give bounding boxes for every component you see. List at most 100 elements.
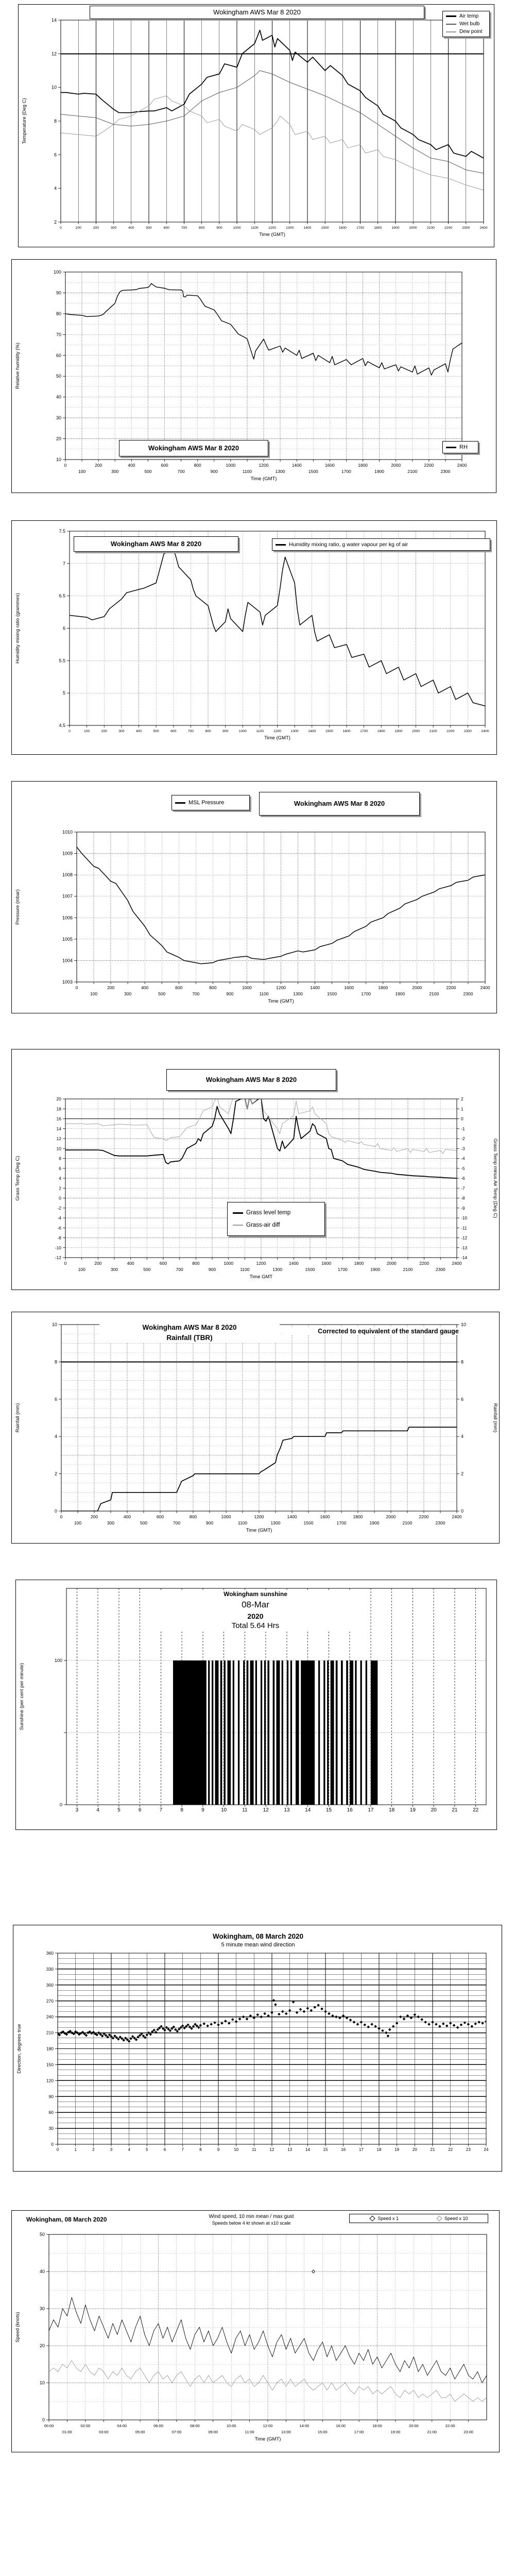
legend-item: MSL Pressure xyxy=(172,799,249,807)
svg-text:19: 19 xyxy=(410,1807,416,1813)
svg-text:2000: 2000 xyxy=(387,1261,397,1266)
chart-title: Wokingham AWS Mar 8 2020 xyxy=(205,1076,297,1083)
svg-text:17: 17 xyxy=(368,1807,374,1813)
wind-direction-chart-canvas: 0 1 2 3 4 5 6 7 8 9 10 11 12 13 14 15 16 17 18 19 20 21 22 23 24… xyxy=(16,1951,489,2152)
svg-text:1000: 1000 xyxy=(224,1261,233,1266)
svg-text:10: 10 xyxy=(52,85,57,90)
svg-text:12:00: 12:00 xyxy=(263,2424,273,2428)
svg-text:-2: -2 xyxy=(57,1206,61,1211)
svg-text:2: 2 xyxy=(59,1185,61,1191)
svg-text:4: 4 xyxy=(128,2147,130,2152)
legend-label: MSL Pressure xyxy=(188,800,225,806)
legend-label: Grass-air diff xyxy=(246,1222,280,1228)
svg-text:1600: 1600 xyxy=(325,463,335,468)
svg-text:300: 300 xyxy=(111,1267,118,1272)
svg-text:7: 7 xyxy=(160,1807,163,1813)
grass-temp-chart-panel: 0 100 200 300 400 500 600 700 800 900 1000 1100 1200… xyxy=(11,1049,500,1290)
svg-text:8: 8 xyxy=(199,2147,202,2152)
chart-note-block: Wind speed, 10 min mean / max gust Speed… xyxy=(164,2214,339,2226)
svg-text:1600: 1600 xyxy=(344,985,354,990)
chart-title: Wokingham AWS Mar 8 2020 xyxy=(213,8,301,16)
svg-text:1200: 1200 xyxy=(256,1261,266,1266)
svg-text:2300: 2300 xyxy=(436,1520,445,1526)
svg-text:17:00: 17:00 xyxy=(354,2430,364,2434)
svg-text:330: 330 xyxy=(46,1967,54,1972)
svg-text:0: 0 xyxy=(60,226,62,230)
svg-text:Sunshine (per cent per minute): Sunshine (per cent per minute) xyxy=(19,1663,25,1730)
svg-text:1700: 1700 xyxy=(356,226,364,230)
svg-text:800: 800 xyxy=(190,1514,197,1519)
sunshine-total: Total 5.64 Hrs xyxy=(231,1621,280,1630)
svg-text:0: 0 xyxy=(42,2417,45,2422)
svg-text:14:00: 14:00 xyxy=(299,2424,309,2428)
svg-text:1100: 1100 xyxy=(251,226,259,230)
dew-point-line-swatch xyxy=(446,31,456,32)
svg-text:23: 23 xyxy=(466,2147,471,2152)
svg-text:300: 300 xyxy=(118,730,125,733)
svg-text:02:00: 02:00 xyxy=(80,2424,90,2428)
svg-text:18: 18 xyxy=(377,2147,382,2152)
chart-title-block: Wokingham AWS Mar 8 2020 Rainfall (TBR) xyxy=(99,1323,280,1343)
svg-text:700: 700 xyxy=(177,469,184,474)
svg-text:19:00: 19:00 xyxy=(391,2430,401,2434)
svg-text:10: 10 xyxy=(52,1322,57,1327)
svg-text:1800: 1800 xyxy=(353,1514,363,1519)
svg-text:10:00: 10:00 xyxy=(227,2424,236,2428)
svg-text:60: 60 xyxy=(49,2110,54,2115)
legend-item: Dew point xyxy=(443,28,489,36)
svg-text:2000: 2000 xyxy=(412,730,420,733)
svg-text:100: 100 xyxy=(90,991,97,996)
svg-text:-10: -10 xyxy=(55,1245,62,1250)
svg-text:2200: 2200 xyxy=(447,730,454,733)
series-wet-bulb xyxy=(61,70,484,174)
svg-text:900: 900 xyxy=(206,1520,213,1526)
svg-text:-11: -11 xyxy=(461,1225,467,1230)
svg-text:0: 0 xyxy=(461,1116,464,1122)
svg-text:1600: 1600 xyxy=(342,730,350,733)
svg-text:1500: 1500 xyxy=(305,1267,315,1272)
svg-text:12: 12 xyxy=(270,2147,274,2152)
svg-text:5: 5 xyxy=(63,690,65,696)
svg-text:700: 700 xyxy=(192,991,199,996)
svg-text:50: 50 xyxy=(40,2232,45,2237)
svg-text:4: 4 xyxy=(59,1176,61,1181)
rh-line-swatch xyxy=(446,446,456,448)
svg-text:1700: 1700 xyxy=(361,991,371,996)
svg-text:600: 600 xyxy=(164,226,170,230)
svg-text:16: 16 xyxy=(341,2147,346,2152)
svg-text:14: 14 xyxy=(305,1807,311,1813)
mixing-ratio-chart-panel: 0 100 200 300 400 500 600 700 800 900 1000 1100 1200… xyxy=(11,520,497,755)
svg-text:1100: 1100 xyxy=(243,469,252,474)
svg-text:2000: 2000 xyxy=(386,1514,396,1519)
svg-text:500: 500 xyxy=(146,226,152,230)
series-dew-point xyxy=(61,95,484,191)
svg-text:10: 10 xyxy=(57,1146,62,1151)
svg-text:100: 100 xyxy=(55,1658,62,1663)
svg-text:8: 8 xyxy=(54,118,57,124)
svg-text:20: 20 xyxy=(413,2147,417,2152)
legend-item: Grass level temp xyxy=(228,1207,324,1219)
svg-text:6: 6 xyxy=(63,626,65,631)
svg-text:1500: 1500 xyxy=(325,730,333,733)
svg-text:900: 900 xyxy=(211,469,218,474)
wind-speed-chart-panel: 00:00 01:00 02:00 03:00 04:00 05:00 06:00 07:00… xyxy=(11,2210,500,2452)
svg-text:Direction, degrees true: Direction, degrees true xyxy=(16,2024,22,2073)
svg-text:800: 800 xyxy=(194,463,201,468)
svg-text:-5: -5 xyxy=(461,1166,465,1171)
svg-text:30: 30 xyxy=(56,415,61,420)
svg-text:2100: 2100 xyxy=(407,469,417,474)
svg-text:12: 12 xyxy=(52,51,57,56)
svg-text:10: 10 xyxy=(234,2147,238,2152)
chart-title: Wokingham AWS Mar 8 2020 xyxy=(148,444,239,452)
chart-date: 08-Mar xyxy=(242,1600,269,1609)
svg-text:1200: 1200 xyxy=(273,730,281,733)
svg-text:40: 40 xyxy=(40,2269,45,2274)
svg-text:00:00: 00:00 xyxy=(44,2424,54,2428)
svg-text:-4: -4 xyxy=(461,1156,465,1161)
svg-text:6.5: 6.5 xyxy=(59,594,65,599)
svg-text:16: 16 xyxy=(347,1807,353,1813)
series-max-gust xyxy=(49,2297,487,2383)
air-temp-line-swatch xyxy=(446,15,456,17)
svg-text:-2: -2 xyxy=(461,1136,465,1141)
svg-text:0: 0 xyxy=(51,2142,54,2147)
